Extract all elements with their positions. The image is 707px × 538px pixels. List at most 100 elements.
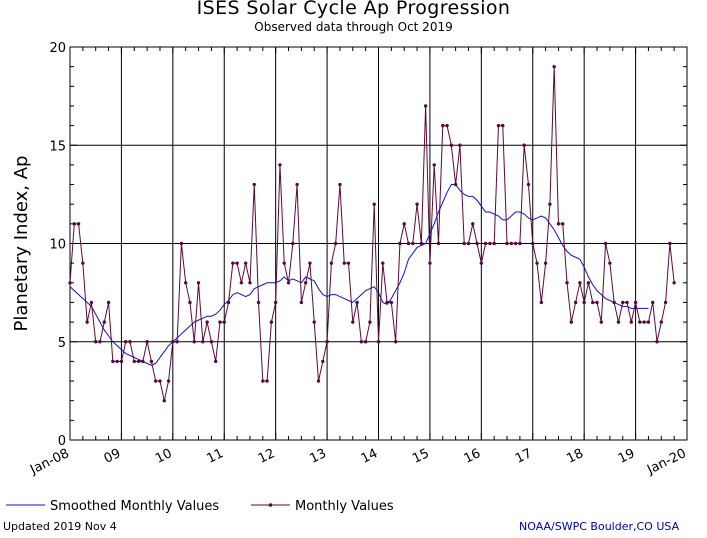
monthly-value-point [295,182,299,187]
monthly-value-point [376,340,381,344]
monthly-value-point [359,340,364,344]
monthly-value-point [462,241,466,246]
monthly-value-point [136,359,141,364]
monthly-value-point [616,320,621,324]
monthly-value-point [231,261,235,265]
monthly-value-point [453,182,458,187]
monthly-value-point [548,202,552,206]
monthly-value-point [149,359,154,364]
monthly-value-point [591,300,595,305]
monthly-value-point [192,340,196,344]
monthly-value-point [501,123,505,128]
monthly-value-point [483,241,488,246]
monthly-value-point [213,359,218,364]
credit-note: NOAA/SWPC Boulder,CO USA [519,520,680,533]
monthly-value-point [471,222,475,226]
monthly-value-point [72,222,76,226]
chart-subtitle: Observed data through Oct 2019 [254,20,453,34]
monthly-value-point [419,241,424,246]
monthly-value-point [158,379,162,383]
monthly-value-point [68,281,72,285]
monthly-value-point [98,340,102,344]
monthly-value-point [351,320,355,324]
monthly-value-point [578,281,582,285]
monthly-value-point [124,340,128,344]
monthly-value-point [663,300,668,305]
chart-title: ISES Solar Cycle Ap Progression [196,0,511,19]
monthly-value-point [252,182,256,187]
monthly-value-point [496,123,501,128]
monthly-value-point [608,261,612,265]
monthly-value-point [303,281,308,285]
monthly-value-point [329,261,334,265]
monthly-value-point [346,261,351,265]
monthly-value-point [638,320,642,324]
monthly-value-point [509,241,514,246]
monthly-value-point [488,241,492,246]
monthly-value-point [115,359,119,364]
monthly-value-point [256,300,261,305]
monthly-value-point [415,202,419,206]
monthly-value-point [492,241,496,246]
monthly-value-point [218,320,222,324]
x-tick-label: 15 [410,446,431,467]
monthly-value-point [505,241,509,246]
monthly-value-point [153,379,158,383]
monthly-value-point [406,241,411,246]
monthly-value-point [372,202,376,206]
monthly-value-point [145,340,149,344]
monthly-value-point [612,300,616,305]
monthly-value-point [565,281,569,285]
y-tick-label: 20 [49,41,66,56]
x-tick-label: 09 [102,446,123,467]
monthly-value-point [286,281,291,285]
monthly-value-point [239,281,244,285]
monthly-value-point [209,340,214,344]
monthly-value-point [668,241,672,246]
monthly-value-point [398,241,402,246]
y-tick-label: 15 [49,139,66,154]
x-tick-label: 14 [359,446,380,467]
smoothed-values-line [69,184,649,366]
monthly-value-point [642,320,646,324]
y-tick-label: 5 [58,336,66,351]
monthly-value-point [449,143,454,147]
x-tick-label: 19 [616,446,637,467]
monthly-value-point [526,182,531,187]
monthly-value-point [363,340,368,344]
monthly-value-point [411,241,415,246]
monthly-value-point [621,300,625,305]
monthly-value-point [333,241,338,246]
monthly-value-point [278,163,282,167]
monthly-values-line [69,66,675,401]
monthly-value-point [243,261,248,265]
monthly-value-point [436,241,441,246]
monthly-value-point [582,300,586,305]
monthly-value-point [235,261,239,265]
monthly-value-point [518,241,522,246]
monthly-value-point [561,222,565,226]
monthly-value-point [552,64,556,69]
monthly-value-point [325,340,329,344]
legend-monthly-marker [268,503,273,507]
monthly-value-point [355,300,359,305]
grid-layer [69,46,688,441]
monthly-value-point [265,379,269,383]
monthly-value-point [531,241,535,246]
monthly-value-point [672,281,676,285]
monthly-value-point [119,359,124,364]
monthly-value-point [513,241,518,246]
monthly-value-point [573,300,578,305]
x-tick-label: Jan-20 [644,446,689,478]
monthly-value-point [106,300,111,305]
legend-smoothed-label: Smoothed Monthly Values [50,499,219,514]
monthly-value-point [586,281,591,285]
monthly-value-point [381,261,385,265]
x-tick-label: 12 [256,446,277,467]
legend: Smoothed Monthly Values Monthly Values [6,499,394,514]
monthly-value-point [655,340,659,344]
monthly-value-point [205,320,209,324]
x-tick-label: 13 [307,446,328,467]
monthly-value-point [222,320,226,324]
monthly-value-point [423,104,428,108]
